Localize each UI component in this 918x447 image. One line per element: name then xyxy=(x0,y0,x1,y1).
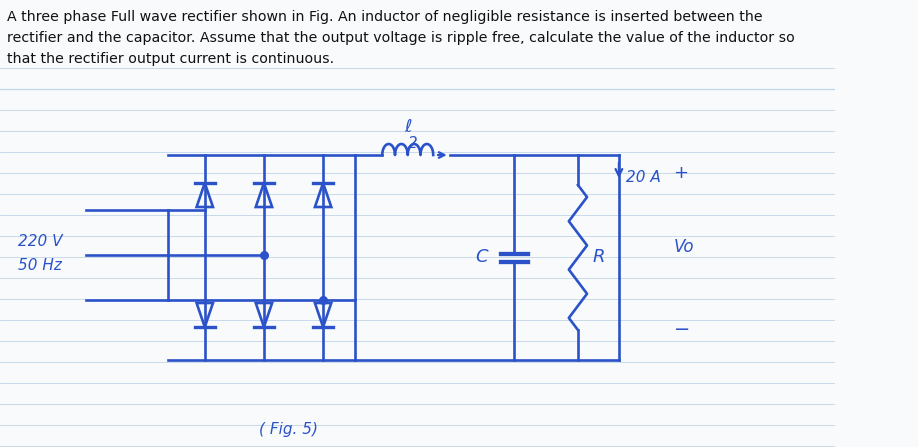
Text: 2: 2 xyxy=(409,136,418,151)
Text: Vo: Vo xyxy=(674,239,694,257)
Text: ( Fig. 5): ( Fig. 5) xyxy=(260,422,319,437)
Text: +: + xyxy=(674,164,688,182)
Text: C: C xyxy=(476,249,487,266)
Text: ℓ: ℓ xyxy=(404,118,411,136)
Text: 20 A: 20 A xyxy=(626,169,661,185)
Text: A three phase Full wave rectifier shown in Fig. An inductor of negligible resist: A three phase Full wave rectifier shown … xyxy=(7,10,795,66)
Text: R: R xyxy=(592,249,605,266)
Text: 220 V: 220 V xyxy=(18,233,62,249)
Text: −: − xyxy=(674,320,689,340)
Text: 50 Hz: 50 Hz xyxy=(18,257,62,273)
